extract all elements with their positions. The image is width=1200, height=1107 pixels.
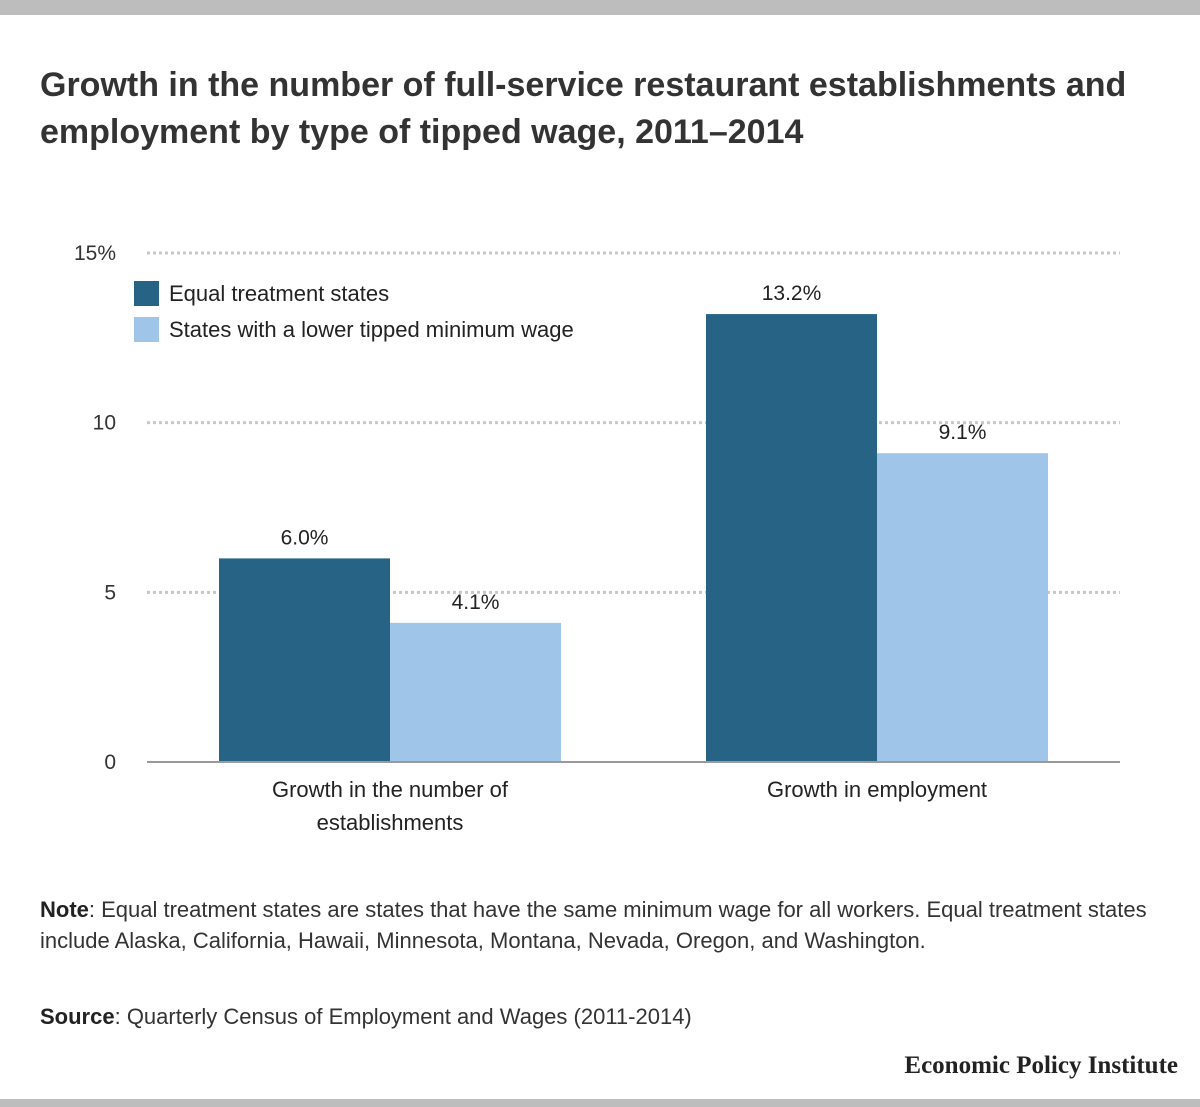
data-label: 9.1% [939, 421, 987, 444]
x-category-label: Growth in the number of [272, 777, 509, 802]
chart-note: Note: Equal treatment states are states … [40, 894, 1150, 956]
legend-label: Equal treatment states [169, 281, 389, 306]
note-text: : Equal treatment states are states that… [40, 897, 1147, 953]
bar [390, 622, 561, 762]
brand-logo-text: Economic Policy Institute [904, 1052, 1178, 1079]
data-label: 4.1% [452, 591, 500, 614]
chart-source: Source: Quarterly Census of Employment a… [40, 1001, 1150, 1032]
y-tick-label: 10 [93, 412, 116, 435]
bar [219, 558, 390, 762]
legend-swatch [134, 317, 159, 342]
bottom-border [0, 1099, 1200, 1107]
bar-chart: 0 5 10 15% 6.0% 13.2% 4.1% 9.1% Growth in the nu… [74, 242, 1120, 835]
legend-swatch [134, 281, 159, 306]
y-tick-label: 0 [104, 751, 116, 774]
source-label: Source [40, 1004, 115, 1029]
bar [877, 453, 1048, 762]
data-label: 6.0% [281, 526, 329, 549]
data-label: 13.2% [762, 282, 822, 305]
x-category-label: Growth in employment [767, 777, 987, 802]
x-category-label: establishments [317, 810, 464, 835]
top-border [0, 0, 1200, 15]
legend-label: States with a lower tipped minimum wage [169, 317, 574, 342]
y-tick-label: 5 [104, 581, 116, 604]
y-tick-label: 15% [74, 242, 116, 265]
source-text: : Quarterly Census of Employment and Wag… [114, 1004, 692, 1029]
chart-title: Growth in the number of full-service res… [40, 66, 1127, 151]
note-label: Note [40, 897, 89, 922]
bar [706, 314, 877, 762]
